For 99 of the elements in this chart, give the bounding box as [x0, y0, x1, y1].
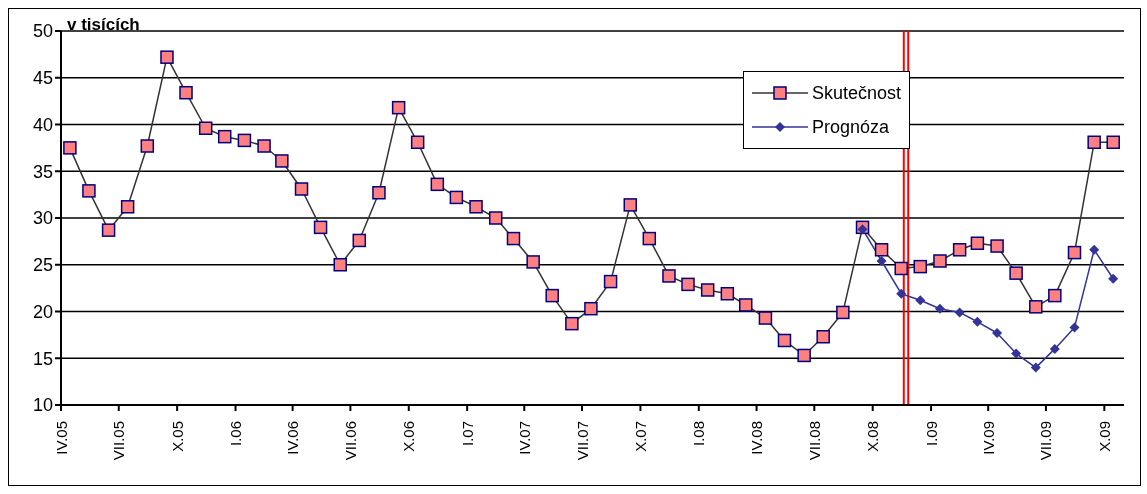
point [372, 186, 386, 200]
y-tick-label: 15 [32, 348, 53, 369]
point [894, 261, 908, 276]
point [1048, 288, 1062, 303]
point [1029, 300, 1043, 314]
point [739, 298, 753, 312]
y-tick-label: 50 [32, 21, 53, 42]
point [857, 224, 868, 235]
point [217, 129, 232, 144]
point [896, 288, 907, 299]
point [662, 269, 676, 283]
point [257, 139, 271, 153]
point [642, 231, 657, 246]
point [352, 233, 367, 248]
point [700, 283, 715, 297]
x-tick-label: VII.08 [805, 421, 823, 461]
y-tick-label: 10 [32, 395, 53, 416]
point [720, 286, 735, 301]
point [816, 330, 830, 344]
point [140, 139, 155, 153]
point [430, 177, 445, 192]
x-tick-label: X.05 [168, 421, 186, 452]
x-tick-label: X.08 [864, 421, 882, 452]
y-tick-label: 45 [32, 68, 53, 89]
point [972, 316, 983, 327]
x-tick-label: I.06 [227, 421, 245, 447]
point [584, 301, 598, 316]
x-tick-label: IV.09 [979, 421, 997, 455]
point [391, 100, 406, 115]
point [836, 305, 850, 320]
y-axis-title: v tisících [67, 15, 140, 35]
point [992, 328, 1003, 339]
point [506, 231, 521, 246]
y-tick-label: 25 [32, 255, 53, 276]
point [1011, 348, 1022, 359]
x-tick-label: IV.07 [515, 421, 533, 455]
point [449, 190, 464, 205]
point [758, 311, 773, 325]
point [294, 182, 309, 196]
x-tick-label: VII.09 [1037, 421, 1055, 461]
point [545, 288, 559, 303]
x-tick-label: X.09 [1095, 421, 1113, 452]
point [526, 255, 540, 269]
x-tick-label: VII.06 [341, 421, 359, 461]
point [1108, 273, 1119, 284]
point [1049, 343, 1060, 354]
point [623, 198, 638, 212]
point [1067, 245, 1082, 260]
point [1106, 135, 1120, 150]
x-tick-label: X.07 [631, 421, 649, 452]
point [952, 243, 967, 257]
point [120, 200, 135, 214]
point [160, 50, 174, 64]
x-tick-label: VII.07 [573, 421, 591, 461]
point [954, 307, 965, 318]
y-tick-label: 30 [32, 208, 53, 229]
point [1089, 244, 1100, 255]
point [410, 135, 425, 150]
point [237, 133, 252, 148]
point [333, 258, 347, 272]
point [488, 211, 503, 225]
point [681, 277, 695, 292]
point [1009, 266, 1023, 280]
x-tick-label: IV.08 [748, 421, 766, 455]
point [874, 243, 889, 257]
point [1087, 135, 1101, 150]
point [797, 348, 811, 363]
point [970, 236, 985, 250]
point [933, 254, 947, 268]
point [469, 200, 483, 214]
point [313, 220, 328, 235]
x-tick-label: IV.06 [284, 421, 302, 455]
x-tick-label: I.07 [458, 421, 476, 447]
point [179, 85, 193, 100]
point [876, 256, 887, 267]
x-tick-label: IV.05 [52, 421, 70, 455]
x-tick-label: I.09 [922, 421, 940, 447]
point [913, 259, 928, 274]
legend-label: Skutečnost [811, 82, 901, 104]
point [1030, 362, 1041, 373]
point [82, 184, 96, 198]
point [915, 295, 926, 306]
point [990, 239, 1004, 253]
point [63, 141, 77, 155]
point [565, 316, 579, 331]
y-tick-label: 20 [32, 301, 53, 322]
point [777, 333, 792, 348]
point [603, 274, 618, 289]
point [934, 303, 945, 314]
x-tick-label: X.06 [400, 421, 418, 452]
point [275, 154, 289, 168]
y-tick-label: 35 [32, 161, 53, 182]
y-tick-label: 40 [32, 114, 53, 135]
x-tick-label: I.08 [690, 421, 708, 447]
point [1069, 322, 1080, 333]
x-tick-label: VII.05 [110, 421, 128, 461]
legend-label: Prognóza [811, 116, 889, 138]
point [101, 223, 116, 237]
point [198, 121, 213, 135]
